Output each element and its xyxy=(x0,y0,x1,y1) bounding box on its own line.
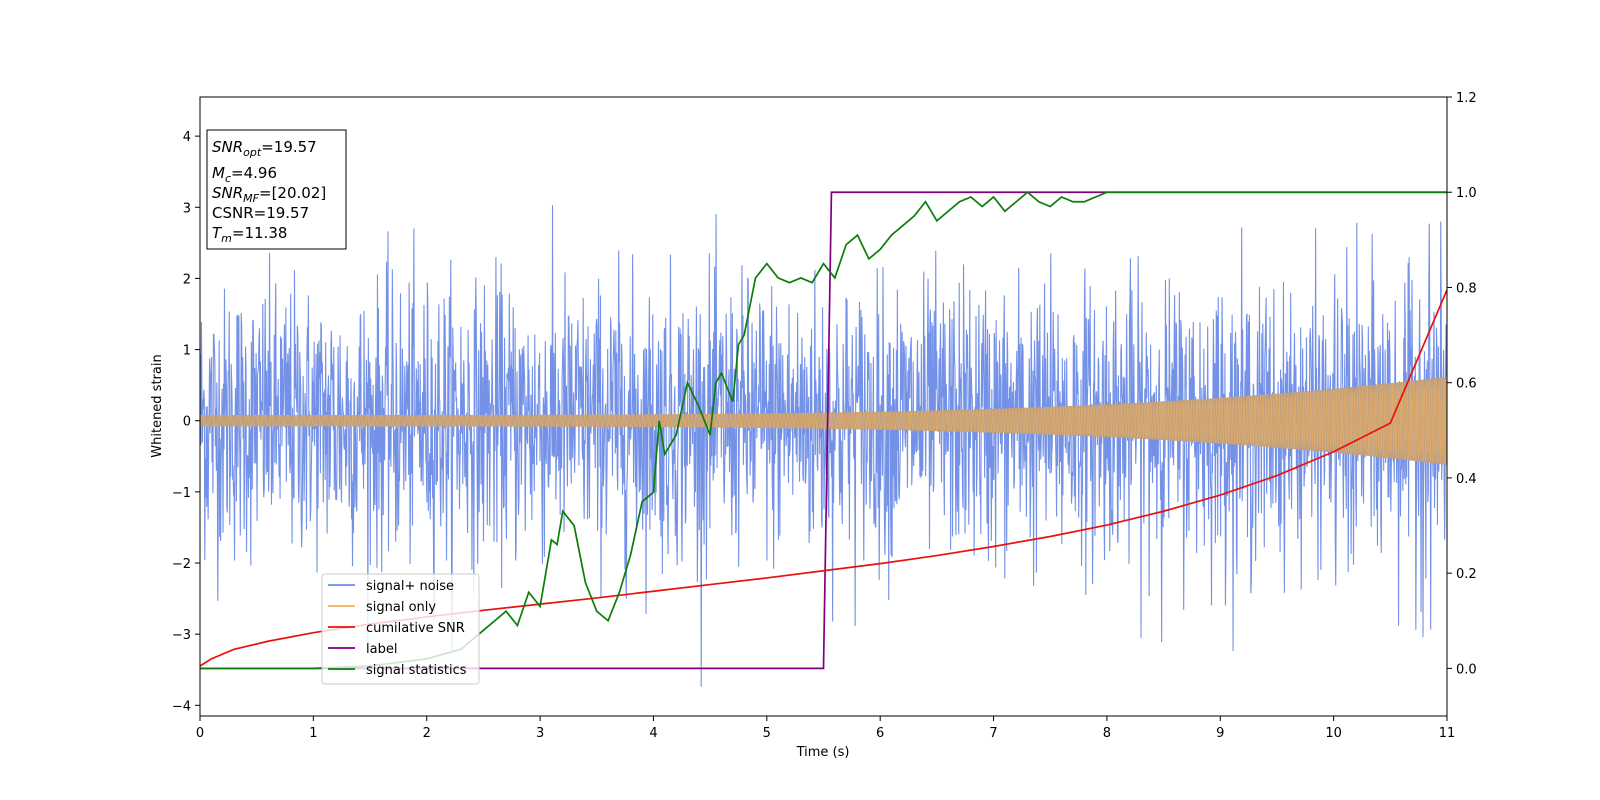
y-left-tick-label: 3 xyxy=(183,201,191,216)
x-tick-label: 4 xyxy=(649,726,657,741)
y-right-tick-label: 0.2 xyxy=(1456,567,1477,582)
y-right-tick-label: 0.6 xyxy=(1456,377,1477,392)
signal-statistics-line xyxy=(200,191,1447,670)
legend-label: signal only xyxy=(366,600,436,615)
y-left-tick-label: −1 xyxy=(172,486,191,501)
legend-frame xyxy=(321,573,480,685)
x-tick-label: 9 xyxy=(1216,726,1224,741)
legend-label: cumilative SNR xyxy=(366,621,465,636)
cumilative-snr-line xyxy=(200,289,1447,667)
info-snr-opt: SNRopt=19.57 xyxy=(212,138,317,159)
legend-label: label xyxy=(366,642,397,657)
x-tick-label: 1 xyxy=(309,726,317,741)
x-tick-label: 2 xyxy=(423,726,431,741)
y-right-tick-label: 0.8 xyxy=(1456,281,1477,296)
x-tick-label: 7 xyxy=(989,726,997,741)
y-left-tick-label: 2 xyxy=(183,272,191,287)
y-left-tick-label: −4 xyxy=(172,699,191,714)
plot-area xyxy=(200,191,1447,687)
y-left-tick-label: 1 xyxy=(183,344,191,359)
y-left-tick-label: −3 xyxy=(172,628,191,643)
x-axis-label: Time (s) xyxy=(796,745,850,760)
y-axis-right-ticks: 0.0 0.2 0.4 0.6 0.8 1.0 1.2 xyxy=(1447,91,1477,677)
y-right-tick-label: 0.0 xyxy=(1456,662,1477,677)
y-right-tick-label: 1.0 xyxy=(1456,186,1477,201)
overlay-lines xyxy=(200,191,1447,670)
info-csnr: CSNR=19.57 xyxy=(212,204,309,222)
legend-item-cumilative-snr: cumilative SNR xyxy=(328,621,465,636)
y-left-tick-label: 4 xyxy=(183,130,191,145)
y-axis-label: Whitened strain xyxy=(150,354,165,457)
legend-item-signal-noise: signal+ noise xyxy=(328,579,454,594)
x-tick-label: 5 xyxy=(763,726,771,741)
x-tick-label: 10 xyxy=(1325,726,1342,741)
x-tick-label: 8 xyxy=(1103,726,1111,741)
y-axis-left-ticks: −4 −3 −2 −1 0 1 2 3 4 xyxy=(172,130,200,714)
legend-item-signal-statistics: signal statistics xyxy=(328,663,467,678)
info-box: SNRopt=19.57 Mc=4.96 SNRMF=[20.02] CSNR=… xyxy=(206,129,347,250)
legend-item-label: label xyxy=(328,642,397,657)
y-right-tick-label: 0.4 xyxy=(1456,472,1477,487)
x-tick-label: 6 xyxy=(876,726,884,741)
legend: signal+ noise signal only cumilative SNR la… xyxy=(321,573,480,685)
x-tick-label: 0 xyxy=(196,726,204,741)
info-snr-mf: SNRMF=[20.02] xyxy=(212,184,326,205)
signal-only-line xyxy=(200,377,1447,465)
legend-item-signal-only: signal only xyxy=(328,600,436,615)
x-tick-label: 3 xyxy=(536,726,544,741)
legend-label: signal+ noise xyxy=(366,579,454,594)
y-right-tick-label: 1.2 xyxy=(1456,91,1477,106)
y-left-tick-label: 0 xyxy=(183,415,191,430)
signal-only-series xyxy=(200,376,1447,465)
x-tick-label: 11 xyxy=(1439,726,1456,741)
y-left-tick-label: −2 xyxy=(172,557,191,572)
info-tm: Tm=11.38 xyxy=(212,224,287,245)
x-axis-ticks: 0 1 2 3 4 5 6 7 8 9 10 11 xyxy=(196,716,1455,741)
plot-frame xyxy=(199,96,1448,717)
legend-label: signal statistics xyxy=(366,663,467,678)
info-mc: Mc=4.96 xyxy=(212,164,277,185)
